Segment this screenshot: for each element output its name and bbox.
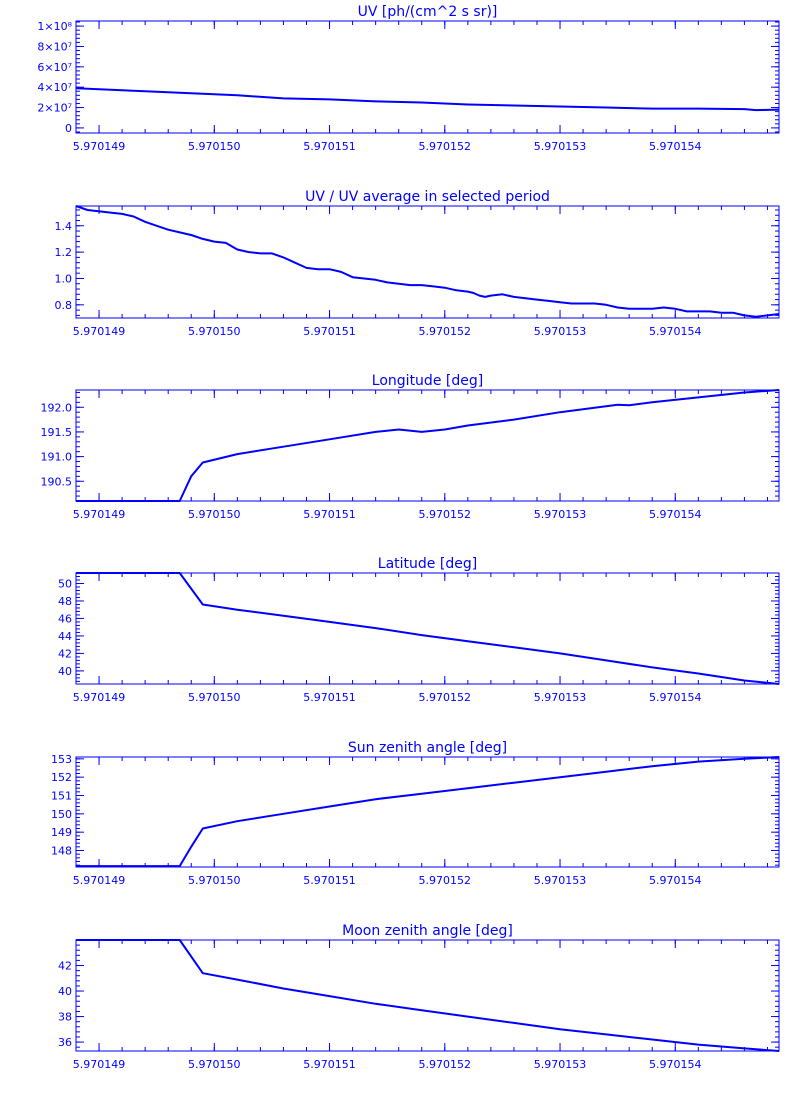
y-tick-label: 42 bbox=[58, 647, 72, 660]
x-tick-label: 5.970149 bbox=[73, 508, 126, 521]
x-tick-label: 5.970153 bbox=[534, 874, 587, 887]
series-line bbox=[76, 756, 780, 868]
y-tick-label: 1.2 bbox=[55, 246, 73, 259]
x-tick-label: 5.970151 bbox=[303, 325, 356, 338]
y-tick-label: 0.8 bbox=[55, 299, 73, 312]
x-tick-label: 5.970154 bbox=[649, 325, 702, 338]
x-tick-label: 5.970151 bbox=[303, 140, 356, 153]
x-tick-label: 5.970152 bbox=[419, 1058, 472, 1071]
series-line bbox=[75, 205, 780, 318]
x-tick-label: 5.970149 bbox=[73, 691, 126, 704]
x-tick-label: 5.970152 bbox=[419, 691, 472, 704]
series-line bbox=[75, 87, 780, 112]
y-tick-label: 44 bbox=[58, 630, 72, 643]
y-tick-label: 150 bbox=[51, 808, 72, 821]
plot-frame bbox=[75, 389, 780, 502]
series-line bbox=[76, 572, 780, 685]
plot-frame bbox=[75, 756, 780, 868]
x-tick-label: 5.970151 bbox=[303, 508, 356, 521]
y-tick-label: 152 bbox=[51, 771, 72, 784]
panel-6: Moon zenith angle [deg] 5.970149 5.970150 5… bbox=[58, 923, 780, 1071]
y-tick-label: 1.0 bbox=[55, 272, 73, 285]
x-tick-label: 5.970150 bbox=[188, 691, 241, 704]
y-tick-label: 1.4 bbox=[55, 220, 73, 233]
y-tick-label: 8×10⁷ bbox=[37, 40, 72, 53]
y-tick-label: 38 bbox=[58, 1011, 72, 1024]
x-tick-label: 5.970149 bbox=[73, 1058, 126, 1071]
y-tick-label: 46 bbox=[58, 612, 72, 625]
series-line bbox=[76, 939, 780, 1052]
plot-frame bbox=[75, 939, 780, 1052]
x-tick-label: 5.970154 bbox=[649, 508, 702, 521]
y-tick-label: 48 bbox=[58, 595, 72, 608]
panel-title: Moon zenith angle [deg] bbox=[342, 923, 513, 939]
y-tick-label: 151 bbox=[51, 790, 72, 803]
x-tick-label: 5.970153 bbox=[534, 508, 587, 521]
y-tick-label: 0 bbox=[65, 122, 72, 135]
x-tick-label: 5.970151 bbox=[303, 691, 356, 704]
plot-frame bbox=[75, 205, 780, 319]
y-tick-label: 153 bbox=[51, 753, 72, 766]
y-tick-label: 191.0 bbox=[41, 451, 73, 464]
x-tick-label: 5.970151 bbox=[303, 1058, 356, 1071]
x-tick-label: 5.970150 bbox=[188, 325, 241, 338]
x-tick-label: 5.970154 bbox=[649, 1058, 702, 1071]
y-tick-label: 149 bbox=[51, 826, 72, 839]
series-line bbox=[76, 389, 780, 502]
x-tick-label: 5.970154 bbox=[649, 140, 702, 153]
panel-title: UV / UV average in selected period bbox=[305, 189, 550, 205]
plot-frame bbox=[75, 572, 780, 685]
panel-2: UV / UV average in selected period 5.9701… bbox=[55, 189, 780, 338]
x-tick-label: 5.970153 bbox=[534, 140, 587, 153]
y-tick-label: 2×10⁷ bbox=[37, 102, 72, 115]
panel-title: Latitude [deg] bbox=[378, 556, 477, 572]
x-tick-label: 5.970154 bbox=[649, 691, 702, 704]
y-tick-label: 40 bbox=[58, 985, 72, 998]
y-tick-label: 190.5 bbox=[41, 475, 73, 488]
y-tick-label: 42 bbox=[58, 960, 72, 973]
y-tick-label: 192.0 bbox=[41, 401, 73, 414]
x-tick-label: 5.970150 bbox=[188, 140, 241, 153]
panel-title: UV [ph/(cm^2 s sr)] bbox=[358, 4, 498, 20]
x-tick-label: 5.970153 bbox=[534, 691, 587, 704]
y-tick-label: 6×10⁷ bbox=[37, 61, 72, 74]
x-tick-label: 5.970154 bbox=[649, 874, 702, 887]
x-tick-label: 5.970149 bbox=[73, 325, 126, 338]
panel-4: Latitude [deg] 5.970149 5.970150 5.970151 5.… bbox=[58, 556, 780, 704]
y-tick-label: 36 bbox=[58, 1036, 72, 1049]
x-tick-label: 5.970149 bbox=[73, 140, 126, 153]
y-tick-label: 40 bbox=[58, 665, 72, 678]
panel-5: Sun zenith angle [deg] 5.970149 5.970150 5.… bbox=[51, 740, 780, 887]
x-tick-label: 5.970153 bbox=[534, 1058, 587, 1071]
plot-frame bbox=[75, 20, 780, 134]
x-tick-label: 5.970152 bbox=[419, 508, 472, 521]
x-tick-label: 5.970153 bbox=[534, 325, 587, 338]
y-tick-label: 50 bbox=[58, 577, 72, 590]
y-tick-label: 4×10⁷ bbox=[37, 81, 72, 94]
y-tick-label: 1×10⁸ bbox=[37, 20, 72, 33]
x-tick-label: 5.970149 bbox=[73, 874, 126, 887]
x-tick-label: 5.970150 bbox=[188, 508, 241, 521]
panel-1: UV [ph/(cm^2 s sr)] 5.970149 5.970150 5.970… bbox=[37, 4, 780, 153]
y-tick-label: 191.5 bbox=[41, 426, 73, 439]
panel-title: Longitude [deg] bbox=[372, 373, 483, 389]
x-tick-label: 5.970152 bbox=[419, 140, 472, 153]
x-tick-label: 5.970151 bbox=[303, 874, 356, 887]
x-tick-label: 5.970150 bbox=[188, 874, 241, 887]
x-tick-label: 5.970152 bbox=[419, 874, 472, 887]
panel-title: Sun zenith angle [deg] bbox=[348, 740, 507, 756]
y-tick-label: 148 bbox=[51, 845, 72, 858]
panel-3: Longitude [deg] 5.970149 5.970150 5.970151 5… bbox=[41, 373, 780, 521]
x-tick-label: 5.970152 bbox=[419, 325, 472, 338]
x-tick-label: 5.970150 bbox=[188, 1058, 241, 1071]
